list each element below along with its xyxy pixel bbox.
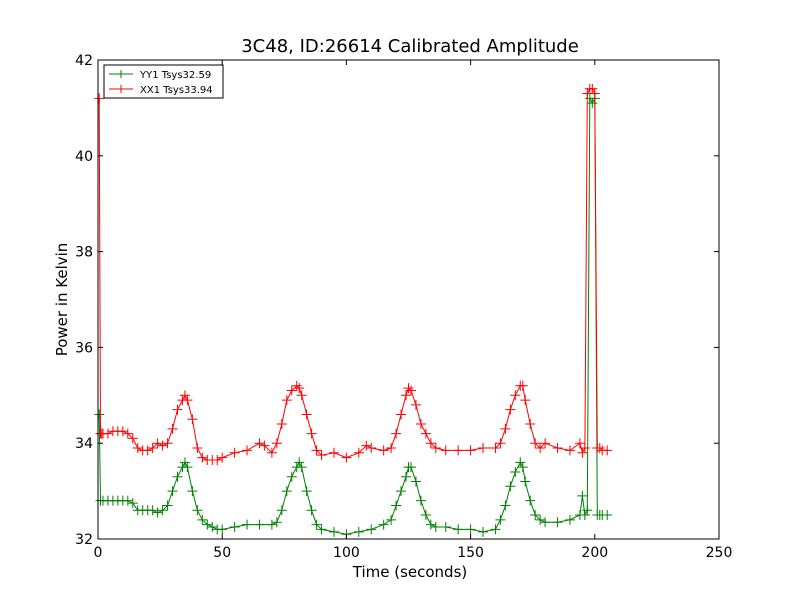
legend-label-1: XX1 Tsys33.94 [140, 85, 213, 96]
legend: YY1 Tsys32.59 XX1 Tsys33.94 [104, 65, 223, 98]
x-axis-title: Time (seconds) [352, 563, 468, 581]
line-chart: 3C48, ID:26614 Calibrated Amplitude 0 50 1… [0, 0, 800, 600]
y-tick-label: 34 [75, 436, 93, 452]
x-tick-label: 100 [333, 545, 360, 561]
legend-label-0: YY1 Tsys32.59 [139, 70, 211, 81]
y-tick-label: 40 [75, 149, 93, 165]
y-tick-label: 36 [75, 340, 93, 356]
x-tick-label: 150 [457, 545, 484, 561]
x-tick-label: 50 [213, 545, 231, 561]
x-tick-label: 250 [706, 545, 733, 561]
y-tick-label: 32 [75, 532, 93, 548]
y-axis-title: Power in Kelvin [53, 243, 71, 357]
chart-title: 3C48, ID:26614 Calibrated Amplitude [241, 36, 579, 57]
x-tick-label: 0 [94, 545, 103, 561]
x-tick-label: 200 [581, 545, 608, 561]
y-tick-label: 42 [75, 53, 93, 69]
y-tick-label: 38 [75, 245, 93, 261]
